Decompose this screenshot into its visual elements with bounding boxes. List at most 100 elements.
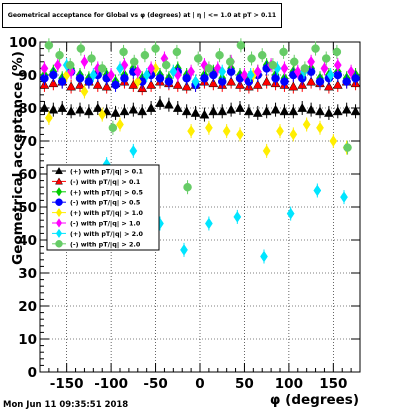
data-point — [98, 108, 107, 121]
data-point — [280, 62, 289, 75]
data-point — [313, 184, 322, 197]
data-point — [200, 74, 209, 83]
data-point — [133, 65, 142, 78]
legend: (+) with pT/|q| > 0.1(-) with pT/|q| > 0… — [46, 164, 160, 251]
data-point — [55, 50, 64, 60]
y-tick-label: 0 — [28, 365, 37, 381]
data-point — [92, 79, 103, 89]
data-point — [302, 118, 311, 131]
data-point — [97, 64, 107, 73]
data-point — [321, 54, 331, 63]
data-point — [181, 106, 192, 116]
x-tick-label: 150 — [319, 376, 347, 392]
data-point — [120, 74, 129, 83]
footer-timestamp: Mon Jun 11 09:35:51 2018 — [3, 400, 129, 410]
data-point — [306, 76, 317, 86]
data-point — [44, 112, 53, 124]
data-point — [215, 50, 224, 60]
data-point — [276, 125, 284, 137]
data-point — [293, 65, 302, 78]
data-point — [116, 62, 124, 75]
data-point — [326, 69, 335, 81]
data-point — [169, 65, 178, 78]
data-point — [252, 107, 263, 117]
data-point — [225, 57, 235, 67]
legend-marker — [55, 187, 63, 197]
data-point — [261, 106, 272, 116]
data-point — [66, 81, 77, 91]
data-point — [289, 128, 298, 141]
data-point — [147, 62, 156, 75]
data-point — [286, 207, 295, 220]
data-point — [48, 78, 59, 88]
data-point — [333, 70, 343, 80]
data-point — [133, 75, 142, 88]
data-point — [129, 57, 139, 67]
data-point — [262, 145, 271, 157]
legend-label: (+) with pT/|q| > 0.1 — [70, 168, 143, 177]
data-point — [161, 60, 171, 70]
x-tick-label: -100 — [94, 376, 128, 392]
data-point — [142, 69, 151, 81]
data-point — [279, 47, 288, 57]
data-point — [226, 67, 236, 76]
legend-marker — [55, 240, 63, 248]
data-point — [260, 250, 268, 263]
data-point — [164, 77, 174, 86]
data-point — [270, 104, 281, 114]
data-point — [204, 64, 214, 73]
data-point — [329, 135, 338, 147]
y-tick-label: 40 — [18, 233, 37, 249]
data-point — [323, 107, 334, 117]
legend-marker — [55, 228, 63, 239]
data-point — [110, 107, 121, 117]
axis-ticks: 0 10 20 30 40 50 60 70 80 90 100 -150 -100 -50 0 50 100 1… — [9, 35, 360, 392]
data-point — [235, 102, 245, 112]
data-point — [253, 65, 262, 78]
data-point — [233, 211, 242, 223]
data-point — [66, 106, 77, 116]
series-0 — [39, 96, 361, 122]
data-point — [236, 128, 244, 141]
data-point — [193, 54, 203, 63]
data-point — [53, 59, 62, 71]
data-point — [297, 102, 308, 112]
data-point — [307, 55, 316, 68]
data-point — [204, 217, 213, 230]
data-point — [289, 57, 299, 67]
legend-label: (-) with pT/|q| > 0.1 — [70, 178, 140, 187]
data-point — [75, 74, 85, 83]
data-point — [128, 79, 139, 89]
data-point — [119, 47, 128, 57]
data-point — [172, 79, 183, 89]
data-point — [187, 65, 196, 78]
data-point — [39, 102, 50, 112]
y-tick-label: 20 — [18, 299, 37, 315]
data-point — [57, 102, 68, 112]
data-point — [222, 125, 231, 137]
data-point — [151, 44, 160, 53]
data-marks — [39, 38, 361, 264]
data-point — [128, 104, 139, 114]
legend-marker — [55, 207, 63, 218]
data-point — [252, 79, 263, 89]
x-tick-label: -150 — [50, 376, 84, 392]
data-point — [208, 78, 219, 88]
legend-label: (-) with pT/|q| > 1.0 — [70, 220, 141, 229]
data-point — [306, 104, 317, 114]
data-point — [288, 81, 299, 91]
data-point — [320, 62, 329, 75]
data-point — [57, 77, 67, 86]
data-point — [351, 74, 360, 83]
data-point — [137, 106, 148, 116]
data-point — [300, 64, 310, 73]
chart-title-box: Geometrical acceptance for Global vs φ (… — [2, 3, 282, 28]
data-point — [87, 54, 96, 63]
data-point — [116, 118, 124, 131]
data-point — [332, 47, 342, 57]
data-point — [316, 121, 324, 134]
data-point — [332, 106, 343, 116]
data-point — [40, 62, 49, 75]
y-tick-label: 30 — [18, 266, 37, 282]
legend-marker — [55, 177, 63, 185]
